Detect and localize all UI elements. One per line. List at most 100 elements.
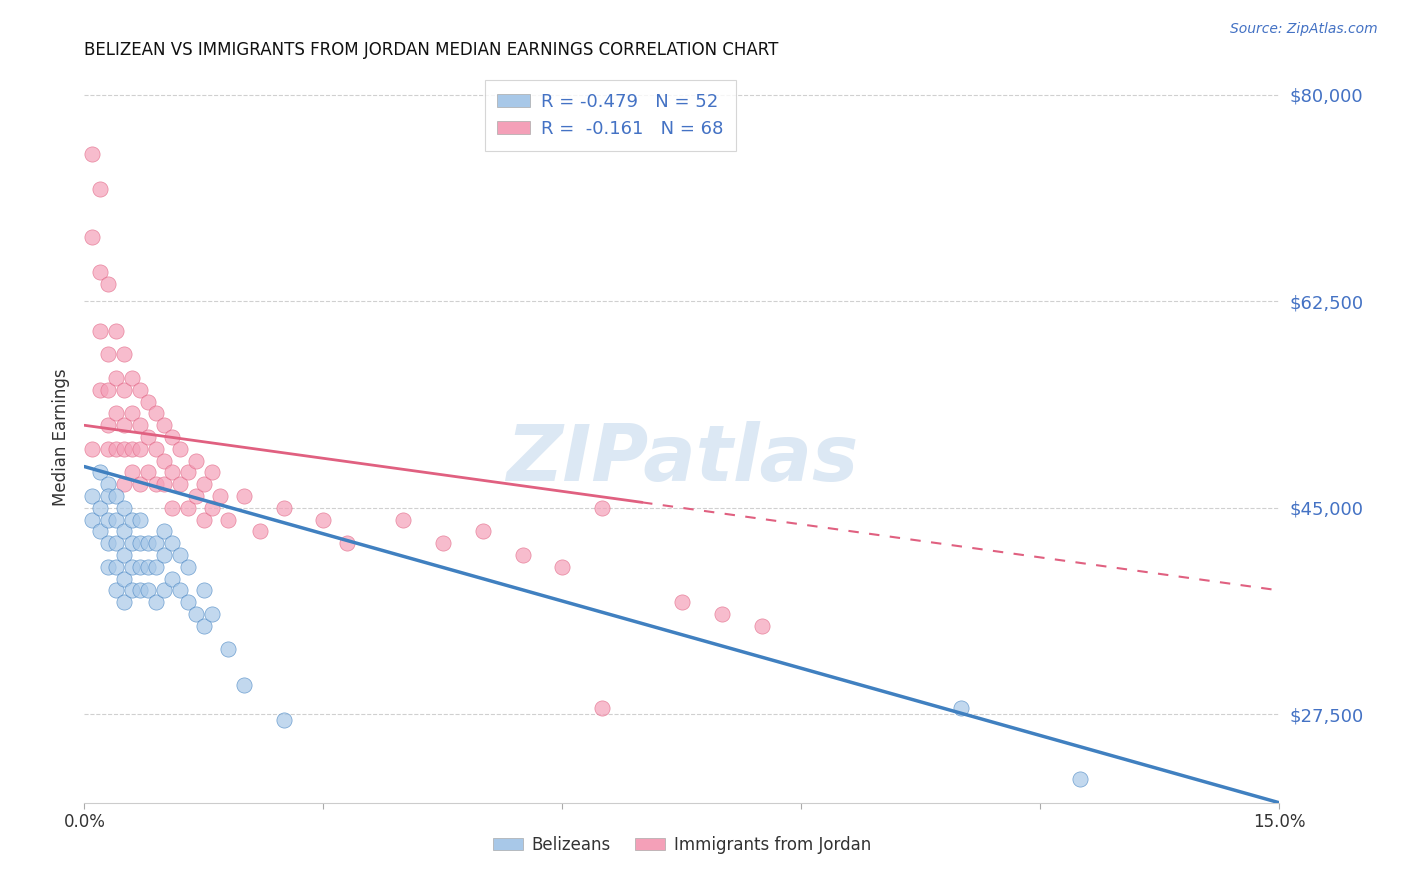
Point bbox=[97, 383, 120, 397]
Point bbox=[97, 559, 120, 574]
Y-axis label: Median Earnings: Median Earnings bbox=[52, 368, 70, 506]
Point bbox=[392, 513, 415, 527]
Point bbox=[121, 583, 143, 598]
Point bbox=[949, 701, 972, 715]
Point bbox=[160, 572, 183, 586]
Point bbox=[184, 489, 207, 503]
Point bbox=[112, 595, 135, 609]
Point bbox=[273, 500, 295, 515]
Point bbox=[312, 513, 335, 527]
Point bbox=[1069, 772, 1091, 787]
Point bbox=[184, 453, 207, 467]
Point bbox=[193, 619, 215, 633]
Point bbox=[153, 477, 176, 491]
Point bbox=[121, 442, 143, 456]
Point bbox=[105, 536, 128, 550]
Point bbox=[105, 371, 128, 385]
Point bbox=[121, 466, 143, 480]
Point bbox=[432, 536, 454, 550]
Point bbox=[145, 595, 167, 609]
Point bbox=[97, 277, 120, 291]
Point bbox=[89, 182, 111, 196]
Point bbox=[112, 548, 135, 562]
Point bbox=[89, 383, 111, 397]
Point bbox=[82, 489, 104, 503]
Point bbox=[273, 713, 295, 727]
Point bbox=[591, 701, 613, 715]
Point bbox=[121, 371, 143, 385]
Point bbox=[177, 500, 200, 515]
Point bbox=[232, 489, 254, 503]
Point bbox=[89, 466, 111, 480]
Point bbox=[129, 383, 152, 397]
Point bbox=[97, 477, 120, 491]
Point bbox=[89, 524, 111, 539]
Point bbox=[177, 595, 200, 609]
Point bbox=[82, 147, 104, 161]
Point bbox=[153, 453, 176, 467]
Point bbox=[121, 407, 143, 421]
Point bbox=[129, 536, 152, 550]
Point bbox=[145, 536, 167, 550]
Point bbox=[177, 466, 200, 480]
Point bbox=[160, 500, 183, 515]
Point bbox=[169, 477, 191, 491]
Point bbox=[136, 394, 159, 409]
Point bbox=[82, 513, 104, 527]
Point bbox=[512, 548, 534, 562]
Legend: Belizeans, Immigrants from Jordan: Belizeans, Immigrants from Jordan bbox=[486, 829, 877, 860]
Point bbox=[201, 500, 224, 515]
Point bbox=[105, 559, 128, 574]
Point bbox=[145, 407, 167, 421]
Text: Source: ZipAtlas.com: Source: ZipAtlas.com bbox=[1230, 22, 1378, 37]
Point bbox=[112, 442, 135, 456]
Point bbox=[201, 466, 224, 480]
Point bbox=[193, 477, 215, 491]
Point bbox=[249, 524, 271, 539]
Text: ZIPatlas: ZIPatlas bbox=[506, 421, 858, 497]
Point bbox=[193, 583, 215, 598]
Point bbox=[97, 418, 120, 433]
Point bbox=[89, 500, 111, 515]
Point bbox=[112, 500, 135, 515]
Point bbox=[121, 559, 143, 574]
Point bbox=[89, 324, 111, 338]
Point bbox=[201, 607, 224, 621]
Point bbox=[217, 513, 239, 527]
Point bbox=[232, 678, 254, 692]
Point bbox=[136, 559, 159, 574]
Point bbox=[112, 572, 135, 586]
Point bbox=[136, 536, 159, 550]
Point bbox=[112, 347, 135, 361]
Point bbox=[97, 489, 120, 503]
Point bbox=[136, 583, 159, 598]
Point bbox=[136, 430, 159, 444]
Point bbox=[97, 513, 120, 527]
Point bbox=[82, 442, 104, 456]
Point bbox=[112, 383, 135, 397]
Point bbox=[129, 513, 152, 527]
Point bbox=[145, 477, 167, 491]
Point bbox=[129, 477, 152, 491]
Point bbox=[82, 229, 104, 244]
Point bbox=[136, 466, 159, 480]
Point bbox=[160, 536, 183, 550]
Point bbox=[105, 324, 128, 338]
Point bbox=[129, 583, 152, 598]
Point bbox=[97, 347, 120, 361]
Point bbox=[160, 466, 183, 480]
Point bbox=[97, 442, 120, 456]
Point bbox=[184, 607, 207, 621]
Point bbox=[710, 607, 733, 621]
Point bbox=[145, 559, 167, 574]
Point bbox=[177, 559, 200, 574]
Point bbox=[112, 477, 135, 491]
Point bbox=[89, 265, 111, 279]
Point bbox=[336, 536, 359, 550]
Point bbox=[105, 513, 128, 527]
Point bbox=[153, 548, 176, 562]
Point bbox=[169, 442, 191, 456]
Point bbox=[471, 524, 494, 539]
Point bbox=[145, 442, 167, 456]
Point bbox=[105, 489, 128, 503]
